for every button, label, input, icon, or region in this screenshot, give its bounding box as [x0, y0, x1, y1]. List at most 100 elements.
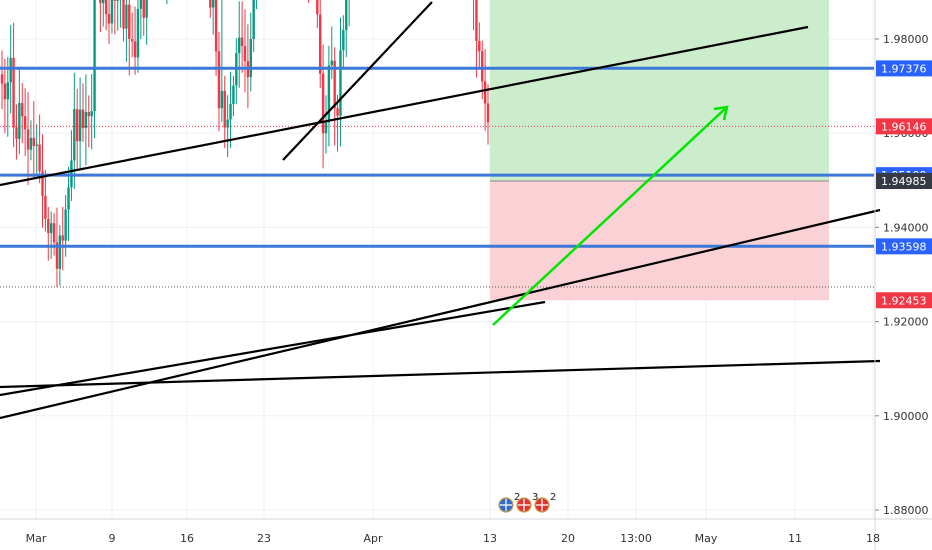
candle-body — [113, 0, 117, 1]
candle-body — [76, 109, 79, 142]
economic-event-flag-icon[interactable]: 3 — [516, 492, 538, 513]
time-tick-label: 18 — [866, 532, 880, 545]
candle-body — [90, 111, 93, 117]
candle-body — [125, 4, 128, 29]
candle-body — [122, 0, 125, 29]
candle-body — [327, 65, 331, 123]
candle-body — [44, 195, 47, 219]
time-axis[interactable]: Mar 9 16 23 Apr 13 20 13:00 May 11 18 — [0, 518, 932, 545]
candle-body — [58, 235, 62, 269]
candle-body — [342, 30, 345, 51]
candle-body — [23, 116, 27, 130]
candle-body — [333, 60, 336, 109]
event-icons[interactable]: 2 3 2 — [498, 492, 556, 513]
candle-body — [345, 0, 348, 31]
candles — [0, 0, 490, 287]
candle-body — [81, 109, 85, 129]
trendline — [0, 208, 881, 420]
price-label-badge — [876, 173, 932, 190]
candle-body — [319, 14, 322, 74]
time-tick-label: 11 — [788, 532, 802, 545]
candle-body — [84, 112, 88, 129]
projection-arrowhead — [713, 105, 729, 121]
candle-body — [64, 209, 67, 241]
trendlines — [0, 1, 881, 420]
event-count: 2 — [550, 492, 556, 503]
candle-body — [220, 90, 224, 109]
price-axis[interactable]: 1.880001.900001.920001.940001.960001.980… — [874, 0, 932, 550]
candle-body — [130, 39, 134, 42]
candle-body — [214, 0, 218, 52]
time-tick-label: Mar — [26, 532, 47, 545]
price-label-text: 1.92453 — [881, 294, 927, 307]
candle-body — [29, 137, 33, 150]
candle-body — [32, 137, 36, 146]
candle-body — [252, 0, 255, 39]
economic-event-flag-icon[interactable]: 2 — [498, 492, 520, 513]
time-tick-label: 20 — [561, 532, 575, 545]
candle-body — [26, 129, 30, 150]
candle-body — [316, 0, 319, 15]
price-tick-label: 1.94000 — [883, 221, 929, 234]
time-tick-label: Apr — [363, 532, 383, 545]
candle-body — [18, 103, 21, 139]
candle-body — [3, 83, 7, 100]
candle-body — [47, 218, 50, 234]
candle-body — [35, 144, 38, 146]
candle-body — [104, 0, 108, 15]
candle-body — [49, 223, 53, 234]
time-tick-label: May — [695, 532, 718, 545]
candle-body — [226, 119, 229, 128]
trendline — [0, 300, 546, 397]
trendline — [0, 359, 881, 389]
candle-body — [211, 0, 215, 8]
candle-body — [486, 103, 490, 123]
candle-body — [142, 0, 145, 18]
candle-body — [475, 0, 478, 41]
profit-zone — [490, 0, 829, 182]
candle-body — [209, 0, 212, 8]
candle-body — [240, 37, 244, 47]
candle-body — [229, 103, 232, 120]
candle-body — [52, 223, 56, 243]
price-label-badge — [876, 238, 932, 255]
candle-body — [15, 127, 18, 139]
price-tick-label: 1.98000 — [883, 33, 929, 46]
candle-body — [133, 41, 137, 58]
candle-body — [107, 14, 111, 24]
trendline — [282, 1, 433, 161]
candle-body — [41, 171, 44, 196]
candle-body — [21, 103, 24, 117]
loss-zone — [490, 181, 829, 301]
time-tick-label: 23 — [257, 532, 271, 545]
price-label-text: 1.94985 — [881, 175, 927, 188]
candle-body — [223, 90, 226, 128]
price-label-text: 1.93598 — [881, 240, 927, 253]
price-tick-label: 1.88000 — [883, 504, 929, 517]
event-count: 3 — [532, 492, 538, 503]
candle-body — [478, 40, 481, 52]
projection-arrow — [492, 106, 728, 326]
candle-body — [73, 109, 76, 161]
candle-body — [99, 0, 102, 4]
candle-body — [249, 39, 252, 78]
candle-body — [38, 144, 41, 172]
time-tick-label: 16 — [180, 532, 194, 545]
trendline — [0, 25, 809, 187]
candle-body — [238, 37, 241, 54]
candle-body — [330, 60, 333, 66]
price-label-badge — [876, 118, 932, 135]
candle-body — [12, 57, 15, 128]
candle-body — [321, 73, 325, 134]
candle-body — [481, 51, 484, 82]
price-label-text: 1.96146 — [881, 120, 927, 133]
candle-body — [217, 51, 221, 109]
price-tick-label: 1.90000 — [883, 410, 929, 423]
candle-body — [243, 46, 247, 62]
candle-body — [145, 0, 148, 18]
candle-body — [232, 85, 235, 104]
candle-body — [0, 74, 4, 84]
economic-event-flag-icon[interactable]: 2 — [534, 492, 556, 513]
price-label-badge — [876, 60, 932, 77]
